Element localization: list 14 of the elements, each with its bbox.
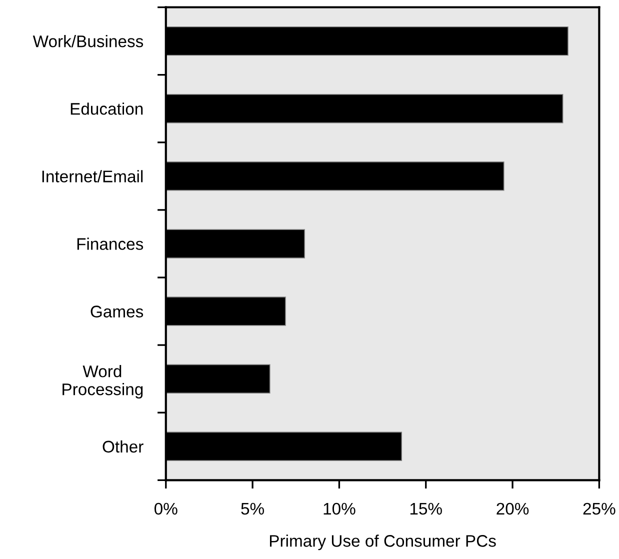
x-tick-label: 0% [154,502,178,515]
x-tick-label: 20% [496,502,529,515]
y-tick-label: Word Processing [62,365,143,399]
y-tick-label: Other [102,440,144,453]
x-tick-label: 15% [410,502,442,515]
x-tick-label: 25% [583,502,616,515]
x-axis-title: Primary Use of Consumer PCs [270,534,496,550]
x-tick-label: 10% [324,502,356,515]
y-tick-label: Internet/Email [42,170,143,182]
y-tick-label: Education [70,102,143,115]
y-tick-label: Finances [77,238,144,250]
y-tick-label: Work/Business [32,35,144,48]
x-tick-label: 5% [241,502,264,515]
y-tick-label: Games [90,306,144,318]
